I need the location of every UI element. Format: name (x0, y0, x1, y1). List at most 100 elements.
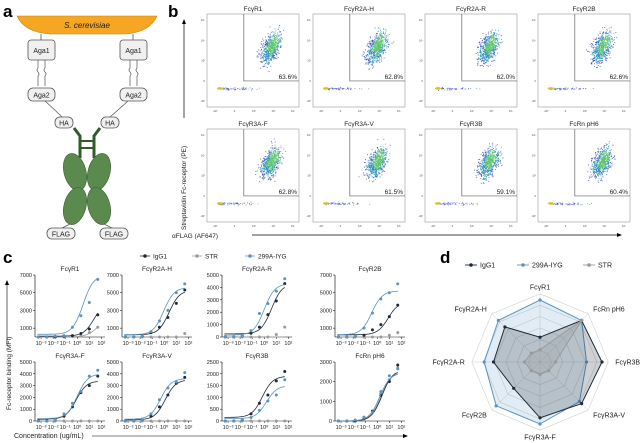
event-dot (227, 202, 229, 204)
event-dot (380, 34, 382, 36)
event-dot (245, 87, 247, 89)
event-dot (382, 150, 384, 152)
event-dot (605, 54, 607, 56)
event-dot (487, 166, 488, 168)
event-dot (337, 203, 339, 205)
event-dot (241, 89, 243, 90)
disulfide-bonds (36, 60, 139, 86)
event-dot (262, 160, 264, 162)
event-dot (267, 157, 269, 159)
event-dot (273, 162, 275, 163)
event-dot (378, 39, 380, 40)
event-dot (486, 54, 488, 56)
event-dot (263, 157, 264, 159)
event-dot (373, 161, 375, 163)
event-dot (491, 53, 492, 55)
event-dot (280, 41, 282, 43)
event-dot (497, 34, 499, 36)
y-tick-label: -10³ (418, 99, 423, 103)
flow-y-axis-label: Streptavidin Fc-receptor (PE) (181, 146, 188, 230)
event-dot (375, 154, 376, 156)
event-dot (491, 44, 492, 46)
event-dot (610, 36, 612, 37)
event-dot (270, 51, 271, 53)
event-dot (488, 57, 490, 59)
event-dot (378, 159, 380, 160)
event-dot (266, 169, 268, 171)
event-dot (272, 170, 274, 172)
event-dot (265, 168, 267, 170)
event-dot (273, 53, 274, 55)
event-dot (265, 54, 267, 55)
event-dot (271, 161, 273, 163)
event-dot (345, 89, 347, 91)
flow-x-axis-label: αFLAG (AF647) (172, 233, 218, 240)
event-dot (276, 38, 278, 40)
event-dot (376, 158, 378, 160)
aga2-box-right (119, 87, 148, 102)
event-dot (446, 87, 448, 89)
event-dot (378, 52, 380, 54)
event-dot (594, 49, 596, 51)
event-dot (277, 45, 279, 47)
event-dot (266, 158, 268, 160)
event-dot (592, 43, 594, 45)
event-dot (271, 175, 273, 177)
event-dot (277, 51, 279, 53)
event-dot (491, 50, 493, 51)
event-dot (598, 58, 599, 59)
event-dot (369, 156, 370, 158)
event-dot (606, 29, 608, 31)
event-dot (277, 159, 279, 161)
event-dot (377, 60, 379, 62)
event-dot (380, 169, 382, 171)
event-dot (370, 44, 372, 46)
event-dot (375, 46, 377, 47)
event-dot (485, 156, 487, 158)
event-dot (268, 54, 269, 56)
event-dot (279, 31, 281, 33)
event-dot (234, 89, 236, 91)
event-dot (492, 42, 494, 44)
event-dot (495, 35, 497, 37)
event-dot (379, 54, 381, 56)
event-dot (600, 58, 602, 60)
event-dot (609, 39, 611, 41)
event-dot (595, 50, 596, 51)
event-dot (276, 44, 278, 46)
event-dot (375, 48, 377, 49)
event-dot (479, 51, 480, 53)
event-dot (275, 155, 277, 157)
event-dot (609, 31, 611, 33)
event-dot (490, 56, 492, 58)
event-dot (260, 50, 262, 52)
event-dot (262, 174, 263, 176)
event-dot (270, 52, 271, 53)
event-dot (328, 89, 330, 91)
event-dot (331, 87, 332, 89)
event-dot (376, 166, 377, 168)
event-dot (278, 162, 280, 164)
event-dot (601, 41, 603, 43)
event-dot (597, 53, 599, 55)
y-tick-label: 10⁵ (307, 133, 311, 137)
y-tick-label: 10⁵ (201, 133, 205, 137)
event-dot (615, 32, 617, 33)
event-dot (378, 45, 379, 47)
event-dot (491, 36, 493, 38)
event-dot (376, 162, 378, 163)
gate-percent: 61.5% (385, 189, 404, 196)
event-dot (377, 48, 379, 50)
event-dot (384, 49, 386, 50)
event-dot (385, 41, 386, 42)
event-dot (593, 57, 595, 59)
event-dot (485, 58, 487, 60)
event-dot (377, 54, 379, 56)
event-dot (606, 50, 608, 51)
event-dot (271, 160, 273, 162)
event-dot (383, 138, 385, 140)
event-dot (473, 169, 475, 171)
event-dot (606, 39, 608, 41)
event-dot (377, 166, 379, 168)
event-dot (347, 203, 348, 205)
